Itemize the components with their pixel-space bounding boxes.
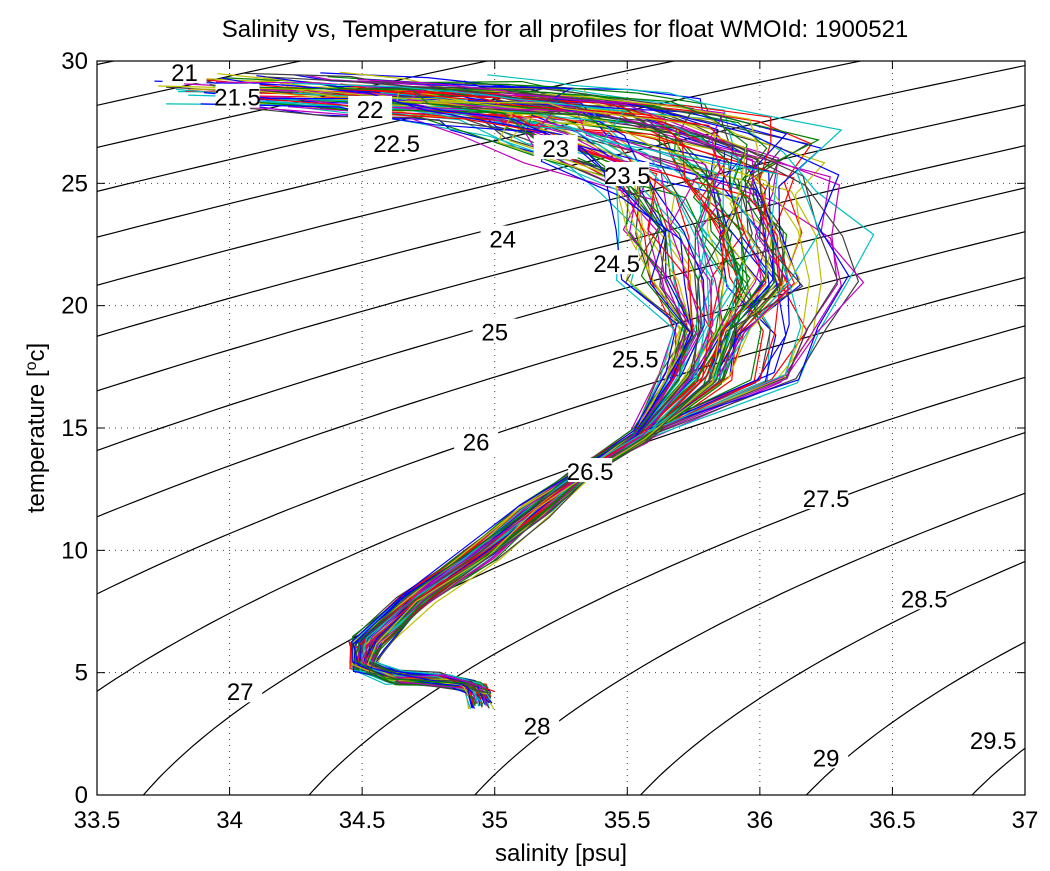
profile-line — [293, 74, 790, 706]
x-axis-label: salinity [psu] — [495, 840, 627, 867]
contour-label-bg — [348, 95, 393, 120]
contour-label: 26 — [463, 430, 490, 457]
profile-line — [212, 85, 686, 691]
contour-label: 24.5 — [593, 251, 640, 278]
chart-title: Salinity vs, Temperature for all profile… — [222, 16, 909, 43]
x-tick-label: 36 — [747, 807, 774, 834]
profile-line — [320, 72, 769, 698]
y-axis-label: temperature [oc] — [23, 343, 51, 513]
density-contour — [97, 276, 1025, 595]
contour-label: 23.5 — [604, 163, 651, 190]
contour-label-bg — [568, 458, 613, 483]
contour-label-bg — [971, 727, 1016, 752]
density-contour — [473, 492, 1025, 795]
density-contour — [97, 187, 1025, 452]
density-contour — [97, 61, 304, 106]
density-contour — [97, 231, 1025, 518]
contour-label-bg — [804, 744, 849, 769]
contour-label-bg — [533, 135, 578, 160]
y-tick-label: 30 — [61, 48, 88, 75]
contour-label: 27.5 — [803, 486, 850, 513]
contour-label: 26.5 — [567, 459, 614, 486]
contour-label: 22.5 — [373, 131, 420, 158]
x-tick-labels: 33.5 34 34.5 35 35.5 36 36.5 37 — [74, 807, 1039, 834]
contour-label: 22 — [357, 97, 384, 124]
contour-label: 28 — [524, 713, 551, 740]
x-tick-label: 33.5 — [74, 807, 121, 834]
contour-label-bg — [162, 59, 207, 84]
y-tick-label: 10 — [61, 537, 88, 564]
density-contour — [97, 61, 864, 238]
contour-label-bg — [515, 712, 560, 737]
y-tick-label: 25 — [61, 170, 88, 197]
density-contour — [805, 641, 1025, 795]
plot-frame — [96, 60, 1026, 796]
profile-line — [154, 80, 678, 694]
y-axis-label-sup: o — [23, 361, 40, 370]
contour-label: 25.5 — [612, 346, 659, 373]
profile-line — [370, 106, 793, 706]
gridlines — [96, 60, 1026, 796]
profile-line — [357, 108, 749, 693]
profile-line — [291, 82, 802, 703]
x-tick-label: 35 — [481, 807, 508, 834]
density-contour — [97, 61, 677, 193]
y-tick-label: 5 — [75, 660, 88, 687]
contour-label-bg — [374, 130, 419, 155]
contour-label: 27 — [227, 679, 254, 706]
contour-label: 21.5 — [214, 85, 261, 112]
profile-lines — [154, 71, 875, 710]
x-tick-label: 34.5 — [339, 807, 386, 834]
contour-label-bg — [804, 484, 849, 509]
contour-labels: 21 21.5 22 22.5 23 23.5 24 24.5 25 25.5 26 26.5 27 27… — [162, 59, 1017, 772]
contour-label: 25 — [481, 320, 508, 347]
contour-label-bg — [480, 225, 525, 250]
y-tick-labels: 0 5 10 15 20 25 30 — [61, 48, 88, 809]
contour-label: 24 — [489, 227, 516, 254]
contour-label-bg — [472, 318, 517, 343]
y-axis-label-suffix: c] — [23, 343, 50, 362]
density-contour — [97, 325, 1025, 693]
y-tick-label: 0 — [75, 782, 88, 809]
y-tick-label: 15 — [61, 415, 88, 442]
contour-label-bg — [594, 250, 639, 275]
y-tick-label: 20 — [61, 293, 88, 320]
x-tick-label: 34 — [216, 807, 243, 834]
contour-label: 28.5 — [901, 586, 948, 613]
profile-line — [365, 87, 839, 709]
contour-label: 21 — [171, 60, 198, 87]
contour-label-bg — [605, 161, 650, 186]
x-tick-label: 35.5 — [604, 807, 651, 834]
contour-label-bg — [215, 83, 260, 108]
density-contour — [97, 145, 1025, 392]
profile-line — [368, 102, 804, 693]
y-axis-label-prefix: temperature [ — [23, 370, 50, 513]
contour-label: 23 — [542, 136, 569, 163]
contour-label: 29.5 — [970, 728, 1017, 755]
contour-label-bg — [902, 585, 947, 610]
density-contour — [639, 560, 1025, 795]
density-contour — [97, 64, 1025, 286]
contour-label-bg — [218, 678, 263, 703]
profile-line — [291, 88, 811, 692]
contour-label-bg — [454, 428, 499, 453]
density-contour — [142, 376, 1025, 795]
profile-line — [229, 97, 787, 700]
contour-label: 29 — [813, 745, 840, 772]
profile-line — [185, 90, 764, 696]
contour-label-bg — [613, 345, 658, 370]
x-tick-label: 37 — [1012, 807, 1039, 834]
profile-line — [370, 97, 779, 692]
x-tick-label: 36.5 — [869, 807, 916, 834]
